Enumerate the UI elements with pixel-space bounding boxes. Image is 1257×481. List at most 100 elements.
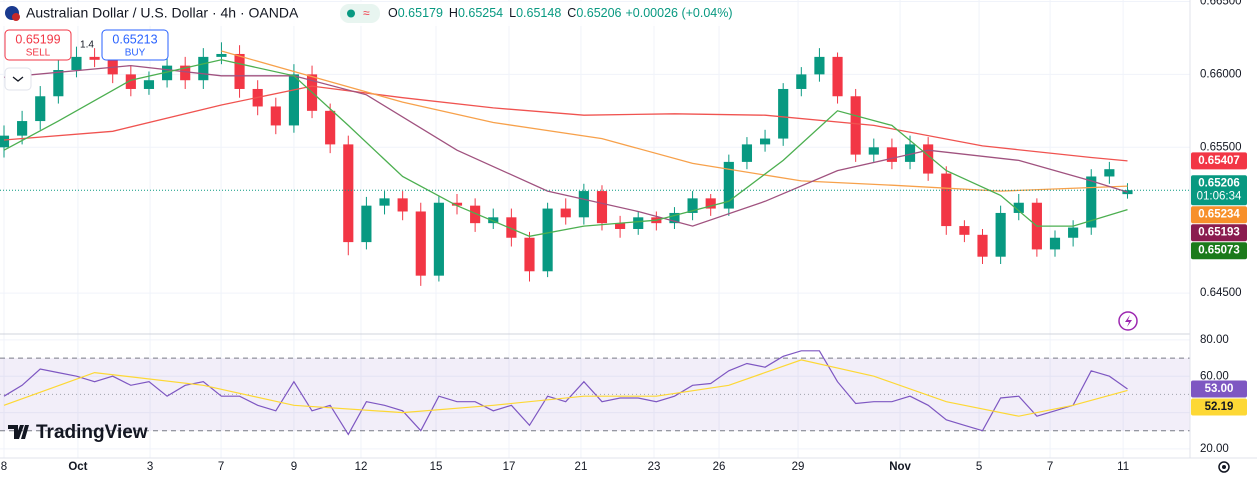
price-badge-label: 0.65073 — [1198, 245, 1240, 257]
candle-body — [0, 135, 10, 148]
candle-body — [977, 234, 988, 257]
indicator-line — [3, 359, 1128, 417]
indicator-line — [3, 85, 1128, 162]
y-tick-label: 60.00 — [1200, 370, 1229, 382]
settings-icon-center — [1222, 465, 1226, 469]
y-tick-label: 0.66500 — [1200, 0, 1242, 7]
candle-body — [143, 80, 155, 89]
y-tick-label: 0.64500 — [1200, 287, 1242, 299]
candle-body — [125, 74, 136, 89]
x-tick-label: 8 — [1, 461, 7, 473]
candle-body — [941, 173, 952, 227]
x-tick-label: 29 — [792, 461, 805, 473]
price-badge-label: 01:06:34 — [1197, 191, 1242, 203]
buy-label: BUY — [125, 48, 146, 59]
y-tick-label: 0.66000 — [1200, 68, 1242, 80]
candle-body — [198, 56, 209, 81]
price-badge-label: 0.65234 — [1198, 209, 1240, 221]
ohlc-value: 0.65179 — [398, 6, 443, 20]
x-tick-label: Nov — [889, 461, 911, 473]
spread: 1.4 — [80, 40, 94, 51]
brand: TradingView — [36, 422, 148, 443]
x-tick-label: 5 — [976, 461, 982, 473]
candle-body — [433, 202, 444, 276]
candle-body — [923, 144, 934, 174]
logo-icon — [8, 425, 29, 439]
candle-body — [524, 237, 535, 272]
candle-body — [234, 53, 245, 89]
sell-label: SELL — [26, 48, 51, 59]
candle-body — [53, 70, 64, 97]
candle-body — [615, 223, 626, 229]
candle-body — [506, 217, 517, 238]
candle-body — [1013, 202, 1024, 213]
candle-body — [633, 217, 644, 229]
price-badge — [1191, 380, 1247, 398]
candle-body — [723, 161, 734, 209]
x-tick-label: 21 — [575, 461, 588, 473]
candle-body — [596, 191, 608, 224]
candle-body — [542, 208, 553, 272]
price-badge-label: 53.00 — [1205, 383, 1234, 395]
ohlc: O0.65179 H0.65254 L0.65148 C0.65206 +0.00026… — [388, 6, 733, 20]
collapse-button[interactable] — [4, 67, 32, 91]
ohlc-key: O — [388, 6, 398, 20]
ohlc-value: 0.65148 — [516, 6, 561, 20]
candle-body — [35, 96, 46, 122]
price-badge — [1191, 152, 1247, 170]
ohlc-key: H — [449, 6, 458, 20]
candle-body — [343, 144, 354, 243]
candle-body — [180, 65, 191, 81]
candle-body — [832, 56, 843, 97]
sell-button[interactable] — [4, 29, 72, 61]
candle-body — [288, 74, 299, 126]
candle-body — [796, 74, 807, 89]
candle-body — [1122, 190, 1133, 195]
candle-body — [89, 56, 100, 60]
price-badge — [1191, 398, 1247, 416]
candle-body — [886, 147, 897, 162]
x-tick-label: 11 — [1117, 461, 1129, 473]
price-badge — [1191, 175, 1247, 206]
x-tick-label: 17 — [503, 461, 516, 473]
x-tick-label: 23 — [648, 461, 661, 473]
candle-body — [397, 198, 408, 212]
status-pill — [340, 4, 380, 23]
buy-price: 0.65213 — [112, 32, 157, 46]
y-tick-label: 20.00 — [1200, 443, 1229, 455]
alert-icon[interactable] — [1118, 311, 1138, 331]
logo: TradingView — [8, 422, 148, 443]
price-badge-label: 0.65206 — [1198, 178, 1240, 190]
candle-body — [959, 226, 970, 235]
candle-body — [778, 88, 789, 139]
flag-icon-2 — [12, 13, 20, 21]
x-tick-label: 15 — [430, 461, 443, 473]
settings-icon[interactable] — [1218, 461, 1230, 473]
sell-price: 0.65199 — [15, 32, 60, 46]
candle-body — [1068, 227, 1079, 238]
price-badge — [1191, 242, 1247, 260]
candle-body — [488, 217, 499, 224]
symbol-title: Australian Dollar / U.S. Dollar · 4h · O… — [26, 5, 299, 21]
x-tick-label: 7 — [1047, 461, 1053, 473]
buy-button[interactable] — [101, 29, 169, 61]
ohlc-value: 0.65254 — [458, 6, 503, 20]
candle-body — [1104, 169, 1115, 177]
candle-body — [868, 147, 879, 155]
x-tick-label: Oct — [68, 461, 87, 473]
axes: 8 Oct 3 7 9 12 15 17 21 23 26 29 Nov 5 7 11 0.66500 0.660… — [1, 0, 1247, 473]
candle-body — [361, 205, 372, 243]
price-badge — [1191, 224, 1247, 242]
ohlc-key: C — [567, 6, 576, 20]
x-tick-label: 9 — [291, 461, 297, 473]
candle-body — [814, 56, 825, 75]
indicator-line — [221, 50, 1128, 192]
candle-body — [1086, 176, 1097, 228]
chevron-icon — [12, 76, 24, 82]
candle-body — [1049, 237, 1061, 250]
alert-bolt — [1125, 315, 1132, 327]
x-tick-label: 26 — [713, 461, 726, 473]
candle-body — [162, 65, 173, 81]
